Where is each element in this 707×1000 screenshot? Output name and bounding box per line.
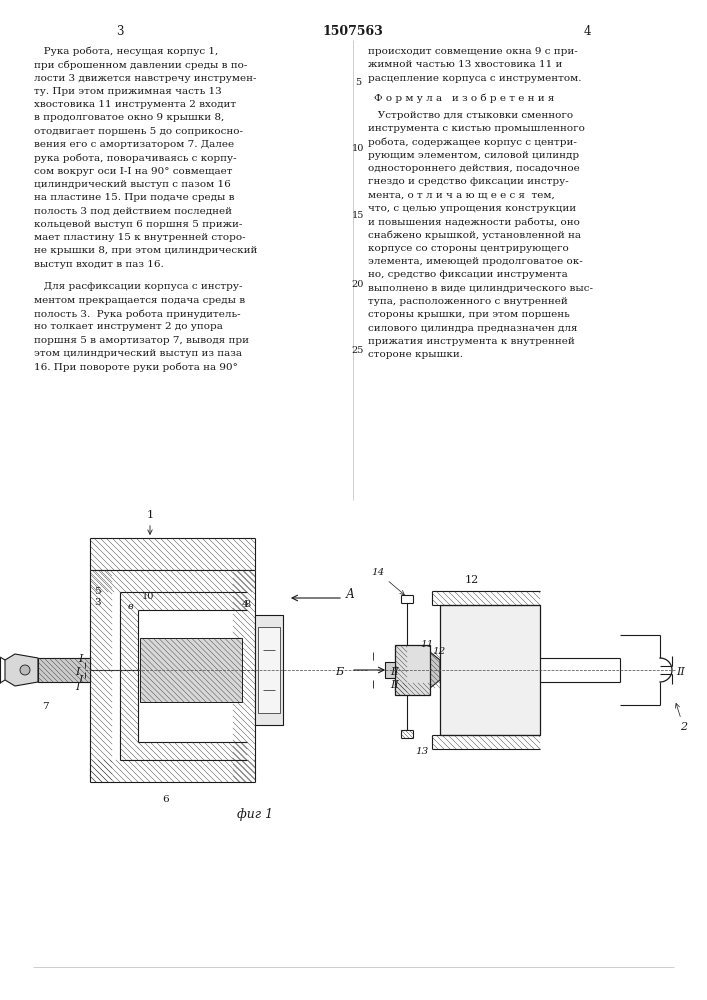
Text: при сброшенном давлении среды в по-: при сброшенном давлении среды в по- (34, 60, 247, 70)
Text: рука робота, поворачиваясь с корпу-: рука робота, поворачиваясь с корпу- (34, 153, 237, 163)
Text: силового цилиндра предназначен для: силового цилиндра предназначен для (368, 324, 578, 333)
Text: сом вокруг оси I-I на 90° совмещает: сом вокруг оси I-I на 90° совмещает (34, 167, 233, 176)
Text: II: II (390, 667, 399, 677)
Text: 5: 5 (355, 78, 361, 87)
Text: полость 3.  Рука робота принудитель-: полость 3. Рука робота принудитель- (34, 309, 240, 319)
Text: рующим элементом, силовой цилиндр: рующим элементом, силовой цилиндр (368, 151, 579, 160)
Text: стороне крышки.: стороне крышки. (368, 350, 463, 359)
Text: жимной частью 13 хвостовика 11 и: жимной частью 13 хвостовика 11 и (368, 60, 562, 69)
Text: но толкает инструмент 2 до упора: но толкает инструмент 2 до упора (34, 322, 223, 331)
Text: поршня 5 в амортизатор 7, выводя при: поршня 5 в амортизатор 7, выводя при (34, 336, 249, 345)
Text: мента, о т л и ч а ю щ е е с я  тем,: мента, о т л и ч а ю щ е е с я тем, (368, 191, 555, 200)
Bar (385, 662, 395, 678)
Text: стороны крышки, при этом поршень: стороны крышки, при этом поршень (368, 310, 570, 319)
Text: мает пластину 15 к внутренней сторо-: мает пластину 15 к внутренней сторо- (34, 233, 245, 242)
Text: 5: 5 (94, 587, 100, 596)
Bar (440, 605, 540, 735)
Text: вения его с амортизатором 7. Далее: вения его с амортизатором 7. Далее (34, 140, 234, 149)
Text: одностороннего действия, посадочное: одностороннего действия, посадочное (368, 164, 580, 173)
Bar (255, 615, 283, 725)
Text: выполнено в виде цилиндрического выс-: выполнено в виде цилиндрического выс- (368, 284, 593, 293)
Text: полость 3 под действием последней: полость 3 под действием последней (34, 207, 232, 216)
Text: и повышения надежности работы, оно: и повышения надежности работы, оно (368, 217, 580, 227)
Text: II: II (390, 680, 399, 690)
Text: 10: 10 (352, 144, 364, 153)
Text: лости 3 движется навстречу инструмен-: лости 3 движется навстречу инструмен- (34, 74, 257, 83)
Text: этом цилиндрический выступ из паза: этом цилиндрический выступ из паза (34, 349, 242, 358)
Text: I: I (75, 682, 79, 692)
Bar (258, 627, 280, 713)
Text: 15: 15 (352, 211, 364, 220)
Text: 2: 2 (675, 703, 687, 732)
Text: 11: 11 (420, 640, 433, 649)
Polygon shape (5, 654, 38, 686)
Bar (395, 645, 430, 695)
Text: I: I (78, 675, 83, 685)
Text: цилиндрический выступ с пазом 16: цилиндрический выступ с пазом 16 (34, 180, 230, 189)
Text: выступ входит в паз 16.: выступ входит в паз 16. (34, 260, 164, 269)
Text: Для расфиксации корпуса с инстру-: Для расфиксации корпуса с инстру- (34, 282, 243, 291)
Text: отодвигает поршень 5 до соприкосно-: отодвигает поршень 5 до соприкосно- (34, 127, 243, 136)
Text: 16. При повороте руки робота на 90°: 16. При повороте руки робота на 90° (34, 362, 238, 372)
Text: корпусе со стороны центрирующего: корпусе со стороны центрирующего (368, 244, 568, 253)
Text: хвостовика 11 инструмента 2 входит: хвостовика 11 инструмента 2 входит (34, 100, 236, 109)
Text: 13: 13 (415, 747, 428, 756)
Bar (38, 658, 90, 682)
Text: не крышки 8, при этом цилиндрический: не крышки 8, при этом цилиндрический (34, 246, 257, 255)
Text: снабжено крышкой, установленной на: снабжено крышкой, установленной на (368, 231, 581, 240)
Text: что, с целью упрощения конструкции: что, с целью упрощения конструкции (368, 204, 576, 213)
Text: фиг 1: фиг 1 (237, 808, 273, 821)
Text: 25: 25 (352, 346, 364, 355)
Text: инструмента с кистью промышленного: инструмента с кистью промышленного (368, 124, 585, 133)
Text: в: в (128, 602, 134, 611)
Text: элемента, имеющей продолговатое ок-: элемента, имеющей продолговатое ок- (368, 257, 583, 266)
Text: Устройство для стыковки сменного: Устройство для стыковки сменного (368, 111, 573, 120)
Text: ту. При этом прижимная часть 13: ту. При этом прижимная часть 13 (34, 87, 222, 96)
Text: гнездо и средство фиксации инстру-: гнездо и средство фиксации инстру- (368, 177, 568, 186)
Text: тупа, расположенного с внутренней: тупа, расположенного с внутренней (368, 297, 568, 306)
Text: 4: 4 (583, 25, 591, 38)
Text: расцепление корпуса с инструментом.: расцепление корпуса с инструментом. (368, 74, 581, 83)
Text: 8: 8 (244, 600, 250, 609)
Text: 12: 12 (465, 575, 479, 585)
Text: на пластине 15. При подаче среды в: на пластине 15. При подаче среды в (34, 193, 235, 202)
Bar (140, 638, 242, 702)
Text: II: II (676, 667, 685, 677)
Text: Рука робота, несущая корпус 1,: Рука робота, несущая корпус 1, (34, 47, 218, 56)
Text: 6: 6 (162, 795, 169, 804)
Text: I: I (78, 654, 83, 664)
Text: прижатия инструмента к внутренней: прижатия инструмента к внутренней (368, 337, 575, 346)
Text: 14: 14 (372, 568, 404, 595)
Polygon shape (430, 652, 440, 688)
Text: 7: 7 (42, 702, 49, 711)
Text: ментом прекращается подача среды в: ментом прекращается подача среды в (34, 296, 245, 305)
Text: но, средство фиксации инструмента: но, средство фиксации инструмента (368, 270, 568, 279)
Text: 3: 3 (116, 25, 124, 38)
Text: Б: Б (335, 667, 343, 677)
Text: робота, содержащее корпус с центри-: робота, содержащее корпус с центри- (368, 137, 577, 147)
Text: 3: 3 (94, 598, 100, 607)
Text: 10: 10 (142, 592, 154, 601)
Text: I: I (75, 667, 79, 677)
Text: в продолговатое окно 9 крышки 8,: в продолговатое окно 9 крышки 8, (34, 113, 224, 122)
Text: 12: 12 (432, 647, 445, 656)
Text: 1507563: 1507563 (322, 25, 383, 38)
Text: происходит совмещение окна 9 с при-: происходит совмещение окна 9 с при- (368, 47, 578, 56)
Text: 1: 1 (146, 510, 153, 534)
Text: кольцевой выступ 6 поршня 5 прижи-: кольцевой выступ 6 поршня 5 прижи- (34, 220, 243, 229)
Text: А: А (346, 588, 355, 601)
Text: 20: 20 (352, 280, 364, 289)
Circle shape (20, 665, 30, 675)
Text: 4: 4 (242, 600, 249, 609)
Text: Ф о р м у л а   и з о б р е т е н и я: Ф о р м у л а и з о б р е т е н и я (374, 94, 554, 103)
